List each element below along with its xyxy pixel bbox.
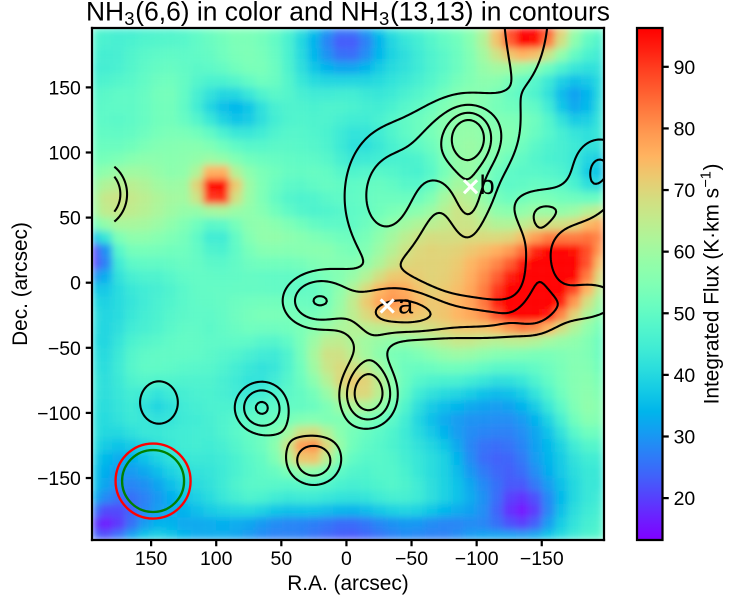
- svg-text:I n t e: I n t e g r a t e d F l u x ( K · k m s: [691, 157, 724, 404]
- svg-text:−50: −50: [48, 338, 81, 360]
- svg-text:60: 60: [674, 242, 696, 264]
- svg-text:−100: −100: [37, 403, 81, 425]
- svg-text:0: 0: [70, 273, 81, 295]
- svg-text:40: 40: [674, 365, 696, 387]
- svg-text:30: 30: [674, 427, 696, 449]
- svg-text:90: 90: [674, 57, 696, 79]
- svg-text:150: 150: [48, 77, 81, 99]
- svg-text:−100: −100: [455, 548, 499, 570]
- svg-text:100: 100: [200, 548, 233, 570]
- svg-text:50: 50: [271, 548, 293, 570]
- svg-text:150: 150: [135, 548, 168, 570]
- svg-text:80: 80: [674, 118, 696, 140]
- svg-text:20: 20: [674, 488, 696, 510]
- svg-text:70: 70: [674, 180, 696, 202]
- svg-text:50: 50: [674, 303, 696, 325]
- svg-text:N H ( 6: N H ( 6 , 6 ) i n c o l o r a n d N H ( …: [86, 0, 616, 30]
- svg-text:−150: −150: [520, 548, 564, 570]
- svg-text:Dec. (arcsec): Dec. (arcsec): [9, 222, 32, 346]
- svg-text:a: a: [398, 289, 414, 320]
- svg-text:−150: −150: [37, 468, 81, 490]
- svg-text:R.A. (arcsec): R.A. (arcsec): [287, 572, 409, 595]
- svg-text:100: 100: [48, 143, 81, 165]
- svg-text:0: 0: [341, 548, 352, 570]
- svg-text:−50: −50: [395, 548, 428, 570]
- svg-text:b: b: [480, 169, 495, 200]
- svg-text:50: 50: [59, 208, 81, 230]
